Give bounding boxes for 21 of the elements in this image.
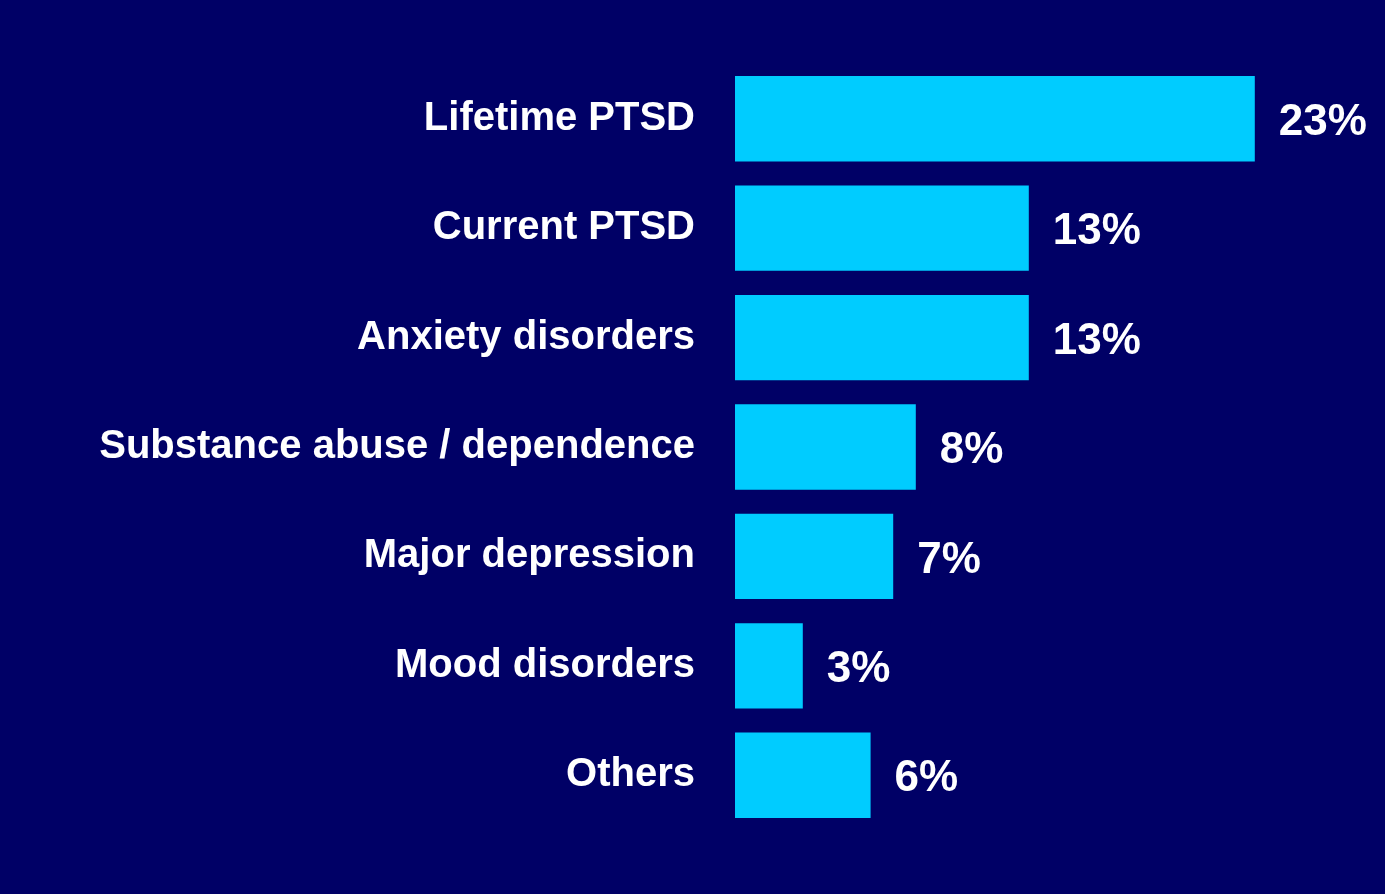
bar — [735, 185, 1029, 271]
bar — [735, 513, 894, 600]
y-tick-label: Mood disorders — [394, 640, 695, 685]
bar — [735, 732, 871, 818]
data-label: 13% — [1052, 313, 1141, 363]
data-label: 23% — [1278, 94, 1367, 144]
y-tick-label: Lifetime PTSD — [423, 93, 695, 138]
bar — [735, 294, 1029, 381]
data-label: 6% — [894, 751, 959, 801]
data-label: 8% — [939, 423, 1004, 473]
y-tick-label: Substance abuse / dependence — [99, 422, 695, 467]
y-tick-label: Others — [566, 750, 695, 795]
bar — [735, 404, 916, 490]
bar — [735, 76, 1255, 162]
y-tick-label: Current PTSD — [432, 203, 695, 248]
data-label: 3% — [826, 642, 891, 691]
y-tick-label: Major depression — [363, 531, 695, 576]
bar — [735, 623, 803, 709]
data-label: 13% — [1052, 204, 1141, 254]
y-tick-label: Anxiety disorders — [357, 312, 695, 357]
data-label: 7% — [917, 532, 981, 582]
